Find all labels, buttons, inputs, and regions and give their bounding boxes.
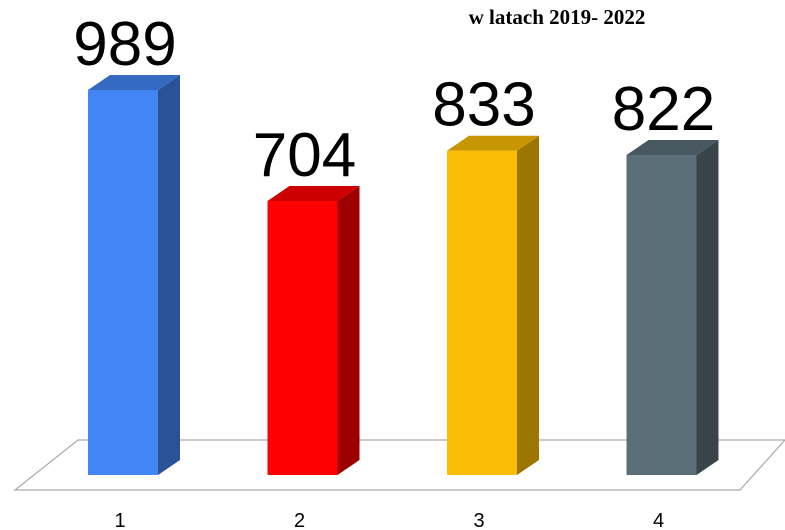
bar-top <box>267 185 360 201</box>
bar-top <box>626 140 719 156</box>
x-tick-label: 1 <box>114 510 125 530</box>
bar <box>626 155 697 475</box>
bar <box>447 150 517 475</box>
bar <box>88 90 158 475</box>
bar <box>267 200 338 475</box>
x-tick-label: 3 <box>473 510 484 530</box>
bar-top <box>88 75 180 90</box>
x-tick-label: 4 <box>653 510 664 530</box>
bar-side <box>337 185 360 475</box>
x-tick-label: 2 <box>294 510 305 530</box>
chart-title: w latach 2019- 2022 <box>469 5 646 29</box>
value-label: 822 <box>612 75 715 144</box>
bar-top <box>447 135 539 151</box>
value-label: 989 <box>73 10 176 79</box>
bar-side <box>158 75 180 475</box>
value-label: 704 <box>253 121 356 190</box>
bar-side <box>696 140 719 475</box>
value-label: 833 <box>432 71 535 140</box>
floor <box>13 439 785 491</box>
bar-side <box>517 135 539 475</box>
